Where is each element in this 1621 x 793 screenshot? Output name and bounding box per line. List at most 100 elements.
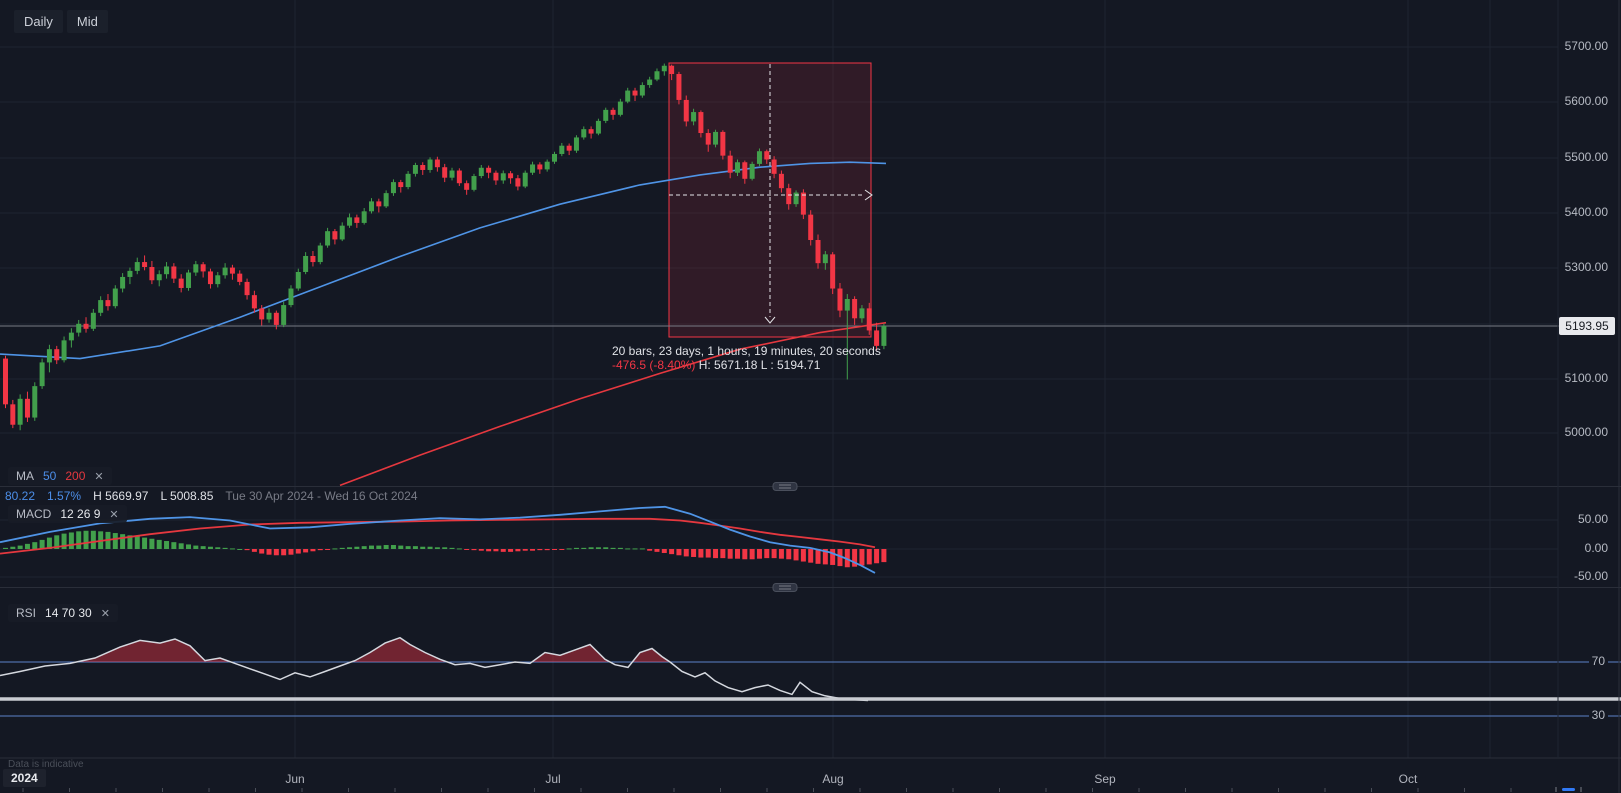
candle <box>46 349 52 363</box>
macd-hist-bar <box>171 542 177 549</box>
macd-hist-bar <box>434 547 440 549</box>
candle <box>222 267 228 276</box>
pane-resize-handle[interactable] <box>772 583 798 592</box>
candle <box>800 192 806 215</box>
macd-hist-bar <box>837 549 843 567</box>
macd-hist-bar <box>705 549 711 558</box>
low-value: L 5008.85 <box>160 489 214 503</box>
macd-params: 12 26 9 <box>60 507 101 521</box>
macd-hist-bar <box>412 546 418 549</box>
macd-hist-bar <box>852 549 858 567</box>
candle <box>661 65 667 72</box>
rsi-legend[interactable]: RSI 14 70 30 ✕ <box>8 604 118 622</box>
macd-hist-bar <box>3 547 8 549</box>
macd-hist-bar <box>493 549 499 552</box>
macd-hist-bar <box>735 549 740 559</box>
macd-hist-bar <box>786 549 792 560</box>
macd-hist-bar <box>486 549 492 552</box>
macd-hist-bar <box>727 549 733 559</box>
macd-hist-bar <box>112 533 118 549</box>
macd-hist-bar <box>449 547 455 549</box>
candle <box>383 193 389 207</box>
candle <box>676 74 682 100</box>
macd-hist-bar <box>544 549 550 551</box>
ma-legend[interactable]: MA 50 200 ✕ <box>8 467 112 485</box>
macd-hist-bar <box>215 547 221 549</box>
rsi-axis-label: 70 <box>1588 654 1608 668</box>
macd-hist-bar <box>193 545 199 549</box>
macd-hist-bar <box>573 547 579 549</box>
macd-hist-bar <box>603 547 609 549</box>
candle <box>837 288 843 311</box>
candle <box>647 79 653 86</box>
measure-tooltip: 20 bars, 23 days, 1 hours, 19 minutes, 2… <box>612 344 881 372</box>
candle <box>456 170 462 184</box>
macd-line <box>0 505 876 574</box>
candle <box>32 386 38 418</box>
rsi-legend-title: RSI <box>16 606 37 620</box>
timeframe-mid-button[interactable]: Mid <box>66 10 108 33</box>
macd-hist-bar <box>500 549 506 552</box>
timeframe-daily-button[interactable]: Daily <box>14 10 63 33</box>
time-axis-year-label: 2024 <box>3 769 46 787</box>
candle <box>471 176 477 190</box>
data-attribution: Data is indicative <box>8 759 84 770</box>
macd-close-icon[interactable]: ✕ <box>109 508 119 521</box>
scrollbar-handle[interactable] <box>1562 788 1575 791</box>
candle <box>632 90 638 96</box>
candle <box>669 65 675 75</box>
macd-hist-bar <box>698 549 704 558</box>
pane-resize-handle[interactable] <box>772 482 798 491</box>
ma-close-icon[interactable]: ✕ <box>94 470 104 483</box>
candle <box>705 133 711 145</box>
macd-axis-label: 0.00 <box>1584 541 1608 555</box>
candle <box>369 201 374 212</box>
candle <box>844 299 850 311</box>
macd-hist-bar <box>800 549 806 562</box>
candle <box>610 109 616 115</box>
candle <box>405 173 411 188</box>
macd-hist-bar <box>427 546 433 549</box>
macd-hist-bar <box>530 549 536 551</box>
macd-hist-bar <box>625 548 631 550</box>
candle <box>98 300 104 313</box>
macd-legend[interactable]: MACD 12 26 9 ✕ <box>8 505 127 523</box>
time-axis-month-label: Sep <box>1094 772 1116 786</box>
rsi-close-icon[interactable]: ✕ <box>100 607 110 620</box>
candle <box>727 155 733 173</box>
macd-hist-bar <box>32 542 38 549</box>
current-price-label: 5193.95 <box>1559 317 1615 335</box>
candle <box>229 267 235 274</box>
candle <box>595 120 601 134</box>
ma-legend-title: MA <box>16 469 34 483</box>
macd-hist-bar <box>874 549 880 564</box>
candle <box>786 188 792 205</box>
price-axis-label: 5300.00 <box>1564 260 1608 274</box>
candle <box>24 398 30 418</box>
macd-hist-bar <box>46 537 52 549</box>
macd-hist-bar <box>866 549 872 565</box>
candle <box>288 288 294 306</box>
candle <box>683 99 689 122</box>
ma-period-50: 50 <box>43 469 57 483</box>
macd-hist-bar <box>266 549 272 555</box>
time-axis-month-label: Jun <box>285 772 305 786</box>
candle <box>215 275 221 285</box>
candle <box>273 312 279 325</box>
macd-hist-bar <box>566 548 572 550</box>
candle <box>112 288 118 307</box>
macd-hist-bar <box>420 546 426 549</box>
candle <box>764 151 770 160</box>
macd-hist-bar <box>588 547 594 549</box>
candle <box>398 182 404 188</box>
candle <box>544 161 550 170</box>
macd-hist-bar <box>200 546 206 549</box>
candle <box>310 255 316 263</box>
candle <box>874 330 880 346</box>
macd-hist-bar <box>610 547 616 549</box>
macd-hist-bar <box>347 547 353 549</box>
macd-hist-bar <box>10 546 16 549</box>
macd-hist-bar <box>325 549 331 550</box>
macd-hist-bar <box>156 539 162 549</box>
